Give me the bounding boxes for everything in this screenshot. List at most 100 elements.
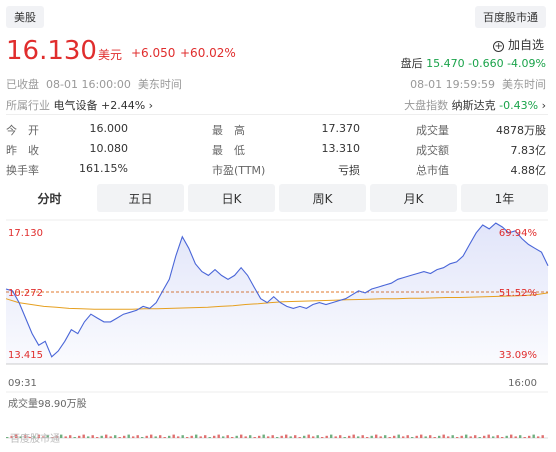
x-label-start: 09:31 [8, 378, 37, 389]
tab-intraday[interactable]: 分时 [6, 184, 93, 212]
volume-bar [330, 434, 333, 438]
volume-bar [150, 434, 153, 438]
price-line [5, 222, 549, 358]
open-value: 16.000 [89, 122, 129, 135]
high-label: 最 高 [212, 124, 245, 137]
volume-bar [523, 437, 526, 438]
volume-bar [442, 434, 445, 438]
current-price: 16.130 [6, 36, 97, 66]
volume-bar [87, 436, 90, 438]
volume-bar [438, 435, 441, 438]
add-watchlist-label: 加自选 [507, 38, 544, 52]
tab-weekly-k[interactable]: 周K [279, 184, 366, 212]
volume-bar [276, 437, 279, 438]
volume-bar [420, 434, 423, 438]
pe-label: 市盈(TTM) [212, 164, 266, 177]
tab-daily-k[interactable]: 日K [188, 184, 275, 212]
volume-bar [496, 435, 499, 438]
volume-bar [334, 436, 337, 438]
volume-bar [325, 435, 328, 438]
volume-bar [127, 434, 130, 438]
high-value: 17.370 [321, 122, 361, 135]
volume-bar [123, 435, 126, 438]
volume-bar [361, 435, 364, 438]
volume-bar [501, 437, 504, 438]
volume-bar [492, 436, 495, 438]
volume-bar [37, 434, 40, 438]
amount-value: 7.83亿 [510, 144, 547, 157]
volume-bar [469, 436, 472, 438]
volume-bar [105, 434, 108, 438]
prev-close-label: 昨 收 [6, 144, 39, 157]
after-hours: 盘后 15.470 -0.660 -4.09% [400, 57, 546, 70]
chevron-right-icon: › [541, 99, 546, 112]
y-label-top: 17.130 [8, 228, 43, 239]
volume-bar [240, 434, 243, 438]
volume-bar [10, 435, 13, 438]
volume-bar [514, 436, 517, 438]
intraday-chart[interactable]: 17.130 10.272 13.415 69.94% 51.52% 33.09… [0, 212, 556, 452]
industry-link[interactable]: 所属行业 电气设备 +2.44% › [6, 99, 154, 112]
y-label-mid: 10.272 [8, 288, 43, 299]
volume-bar [222, 436, 225, 438]
divider [6, 114, 548, 115]
volume-bar [312, 436, 315, 438]
open-label: 今 开 [6, 124, 39, 137]
y-label-bottom: 13.415 [8, 350, 43, 361]
volume-bar [532, 434, 535, 438]
volume-bar [253, 437, 256, 438]
volume-bar [195, 434, 198, 438]
volume-bar [64, 436, 67, 438]
volume-bar [141, 437, 144, 438]
volume-bar [316, 435, 319, 438]
volume-bar [226, 435, 229, 438]
volume-bar [24, 435, 27, 438]
tab-monthly-k[interactable]: 月K [370, 184, 457, 212]
volume-bar [307, 434, 310, 438]
volume-bar [82, 434, 85, 438]
price-change-pct: +60.02% [180, 46, 236, 60]
market-cap-value: 4.88亿 [510, 164, 547, 177]
volume-bar [181, 435, 184, 438]
volume-bar [271, 435, 274, 438]
promo-tag[interactable]: 百度股市通 [475, 6, 546, 28]
market-status: 已收盘 08-01 16:00:00 美东时间 [6, 78, 182, 91]
add-watchlist-button[interactable]: + 加自选 [493, 36, 544, 53]
chart-tabs: 分时 五日 日K 周K 月K 1年 [6, 184, 548, 212]
price-change: +6.050 [131, 46, 176, 60]
tab-one-year[interactable]: 1年 [461, 184, 548, 212]
volume-bar [424, 436, 427, 438]
volume-bar [96, 437, 99, 438]
volume-bar [429, 435, 432, 438]
volume-bar [451, 435, 454, 438]
volume-bar [186, 437, 189, 438]
pe-value: 亏损 [338, 164, 360, 177]
volume-bar [483, 435, 486, 438]
volume-bar [474, 435, 477, 438]
volume-bar [136, 435, 139, 438]
low-label: 最 低 [212, 144, 245, 157]
y-right-mid: 51.52% [499, 288, 537, 299]
volume-bar [19, 436, 22, 438]
market-index-link[interactable]: 大盘指数 纳斯达克 -0.43% › [404, 99, 546, 112]
volume-bar [541, 435, 544, 438]
tab-five-day[interactable]: 五日 [97, 184, 184, 212]
volume-bar [60, 434, 63, 438]
volume-label: 成交量98.90万股 [8, 397, 87, 410]
volume-bar [145, 435, 148, 438]
volume-bar [78, 435, 81, 438]
volume-bar [289, 436, 292, 438]
volume-bar [262, 434, 265, 438]
volume-bar [357, 436, 360, 438]
volume-bar [118, 437, 121, 438]
volume-bar [190, 435, 193, 438]
volume-value: 4878万股 [496, 124, 546, 137]
volume-bar [33, 435, 36, 438]
volume-bar [213, 435, 216, 438]
volume-bar [280, 435, 283, 438]
volume-bar [379, 436, 382, 438]
volume-bar [537, 436, 540, 438]
volume-bar [294, 435, 297, 438]
volume-bar [168, 435, 171, 438]
volume-bar [303, 435, 306, 438]
